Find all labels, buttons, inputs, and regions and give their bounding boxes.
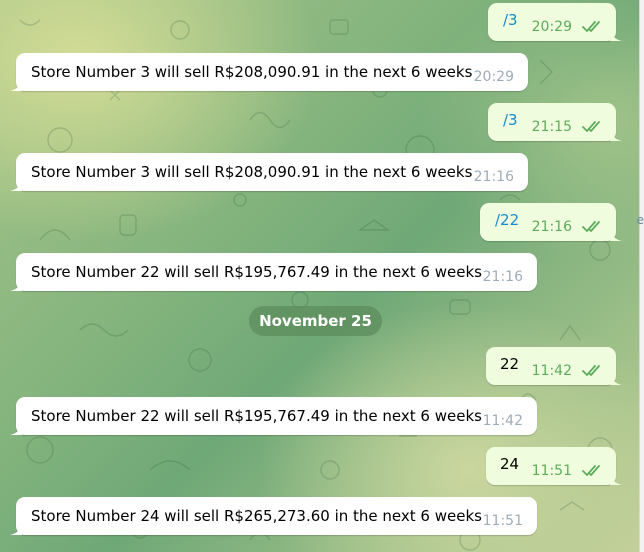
- incoming-message[interactable]: Store Number 3 will sell R$208,090.91 in…: [10, 53, 528, 91]
- outgoing-message[interactable]: /22 21:16: [480, 203, 622, 241]
- bot-command-link[interactable]: /3: [503, 111, 518, 129]
- message-text: Store Number 3 will sell R$208,090.91 in…: [31, 63, 473, 81]
- message-time: 21:16: [531, 219, 572, 235]
- message-time: 11:51: [531, 463, 572, 479]
- double-check-icon: [582, 121, 600, 132]
- message-time: 20:29: [531, 19, 572, 35]
- incoming-message[interactable]: Store Number 22 will sell R$195,767.49 i…: [10, 397, 537, 435]
- incoming-message[interactable]: Store Number 22 will sell R$195,767.49 i…: [10, 253, 537, 291]
- message-time: 11:42: [531, 363, 572, 379]
- message-time: 11:42: [482, 413, 523, 429]
- double-check-icon: [582, 21, 600, 32]
- message-text: Store Number 3 will sell R$208,090.91 in…: [31, 163, 473, 181]
- bot-command-link[interactable]: /22: [495, 211, 520, 229]
- window-right-edge: [639, 0, 644, 552]
- bot-command-link[interactable]: /3: [503, 11, 518, 29]
- message-text: Store Number 22 will sell R$195,767.49 i…: [31, 407, 482, 425]
- message-text: 24: [500, 455, 520, 473]
- message-text: 22: [500, 355, 520, 373]
- outgoing-message[interactable]: 24 11:51: [486, 447, 622, 485]
- double-check-icon: [582, 221, 600, 232]
- incoming-message[interactable]: Store Number 24 will sell R$265,273.60 i…: [10, 497, 537, 535]
- double-check-icon: [582, 465, 600, 476]
- outgoing-message[interactable]: /3 20:29: [488, 3, 622, 41]
- message-text: Store Number 24 will sell R$265,273.60 i…: [31, 507, 482, 525]
- date-separator: November 25: [249, 306, 382, 336]
- clipped-edge-text: e: [636, 213, 644, 227]
- incoming-message[interactable]: Store Number 3 will sell R$208,090.91 in…: [10, 153, 528, 191]
- message-text: Store Number 22 will sell R$195,767.49 i…: [31, 263, 482, 281]
- outgoing-message[interactable]: 22 11:42: [486, 347, 622, 385]
- message-time: 21:16: [473, 169, 514, 185]
- double-check-icon: [582, 365, 600, 376]
- message-time: 21:16: [482, 269, 523, 285]
- message-time: 20:29: [473, 69, 514, 85]
- message-time: 11:51: [482, 513, 523, 529]
- message-time: 21:15: [531, 119, 572, 135]
- outgoing-message[interactable]: /3 21:15: [488, 103, 622, 141]
